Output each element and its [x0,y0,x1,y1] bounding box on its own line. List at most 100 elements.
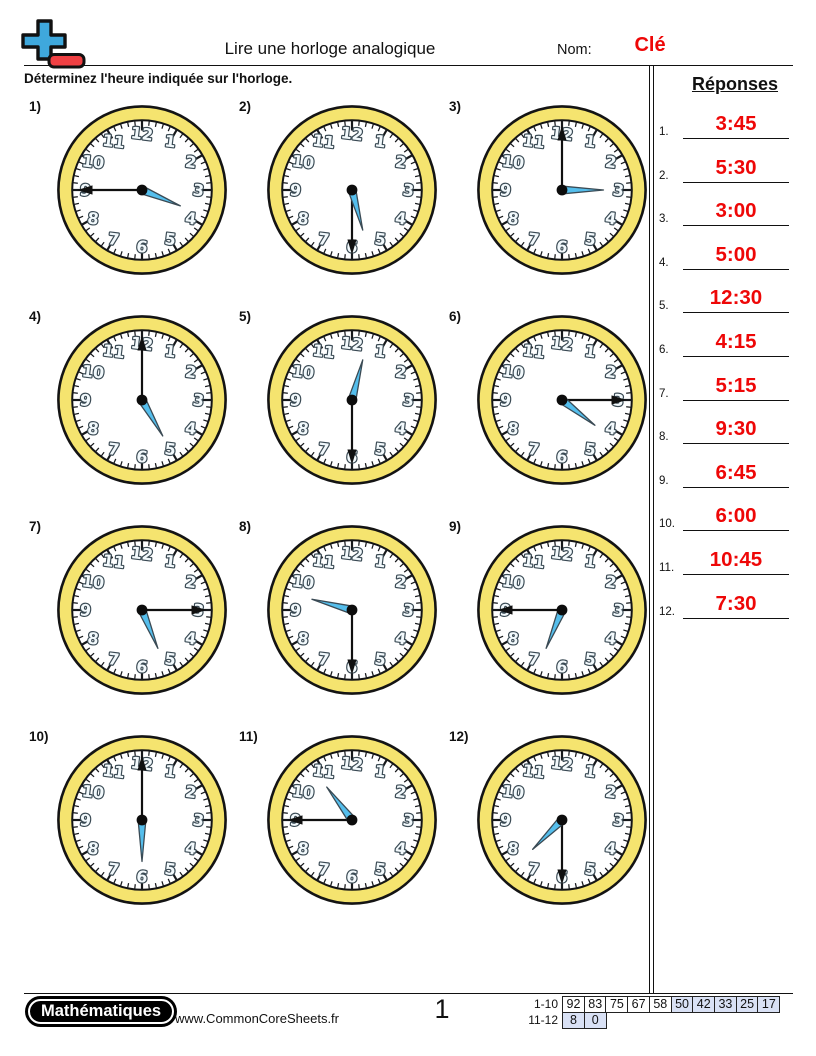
minor-tick [100,343,105,349]
answer-number: 9. [659,474,669,487]
minor-tick [497,580,504,585]
minor-tick [497,160,504,165]
minor-tick [413,839,419,843]
answer-value: 3:00 [715,199,757,223]
clock-numeral: 5 [583,439,596,459]
minor-tick [287,425,294,430]
minor-tick [620,580,627,585]
clock-numeral: 4 [604,838,617,858]
minor-tick [304,237,310,243]
minor-tick [505,358,511,363]
minor-tick [154,672,158,679]
minor-tick [179,553,184,559]
major-tick [106,758,114,770]
minor-tick [310,343,315,349]
major-tick [590,870,598,882]
major-tick [192,428,204,436]
minor-tick [389,133,394,139]
center-dot [556,184,568,196]
minor-tick [624,804,631,808]
major-tick [402,784,414,792]
minor-tick [587,248,592,255]
minor-tick [505,227,511,232]
minor-tick [206,406,212,408]
major-tick [500,364,512,372]
major-tick [402,364,414,372]
minor-tick [204,622,211,626]
minor-tick [514,657,520,663]
minor-tick [167,755,172,762]
minor-tick [599,763,604,769]
grade-range-label: 1-10 [533,997,558,1011]
major-tick [526,660,534,672]
minor-tick [322,458,327,465]
major-tick [170,870,178,882]
clock-numeral: 9 [499,180,512,200]
minor-tick [161,881,165,887]
clock-numeral: 5 [163,439,176,459]
clock-numeral: 12 [130,543,154,565]
minor-tick [509,772,515,778]
minor-tick [112,545,117,552]
minor-tick [377,458,382,465]
clock-numeral: 10 [291,151,315,173]
clock-numeral: 3 [192,810,205,830]
major-tick [106,240,114,252]
major-tick [612,428,624,436]
clock-numeral: 11 [101,551,125,573]
minor-tick [505,647,511,652]
grade-cell: 83 [583,996,607,1013]
minor-tick [89,652,95,658]
clock-numeral: 4 [604,418,617,438]
minor-tick [364,672,368,679]
answer-blank-line: 7:30 [683,592,789,619]
clock-face: 123456789101112 [267,105,437,275]
minor-tick [336,541,340,548]
minor-tick [112,755,117,762]
minor-tick [568,464,570,470]
minor-tick [200,160,207,165]
major-tick [106,338,114,350]
major-tick [106,128,114,140]
minor-tick [77,215,84,220]
clock-numeral: 5 [373,439,386,459]
minor-tick [623,419,629,423]
major-tick [590,548,598,560]
minor-tick [492,616,498,618]
minor-tick [85,568,91,573]
minor-tick [184,137,190,143]
center-dot [346,604,358,616]
major-tick [80,784,92,792]
minor-tick [623,167,629,171]
minor-tick [410,845,417,850]
minor-tick [200,215,207,220]
clock-numeral: 1 [163,551,176,571]
minor-tick [295,647,301,652]
minor-tick [89,772,95,778]
minor-tick [189,442,195,448]
clock-numeral: 9 [289,600,302,620]
clock-numeral: 4 [184,418,197,438]
minor-tick [148,674,150,680]
minor-tick [193,148,199,153]
clock-numeral: 8 [86,418,99,438]
clock-numeral: 1 [583,131,596,151]
minor-tick [514,767,520,773]
minor-tick [304,137,310,143]
minor-tick [532,125,537,132]
minor-tick [200,580,207,585]
clock-numeral: 12 [550,753,574,775]
major-tick [526,548,534,560]
minor-tick [613,437,619,442]
minor-tick [403,778,409,783]
answer-item: 2. 5:30 [654,150,816,183]
clock-numeral: 7 [107,649,120,669]
clock-item: 1)123456789101112 [29,85,247,295]
minor-tick [126,331,130,338]
clock-numeral: 8 [506,418,519,438]
major-tick [526,240,534,252]
minor-tick [89,442,95,448]
clock-numeral: 2 [184,362,197,382]
minor-tick [581,123,585,129]
